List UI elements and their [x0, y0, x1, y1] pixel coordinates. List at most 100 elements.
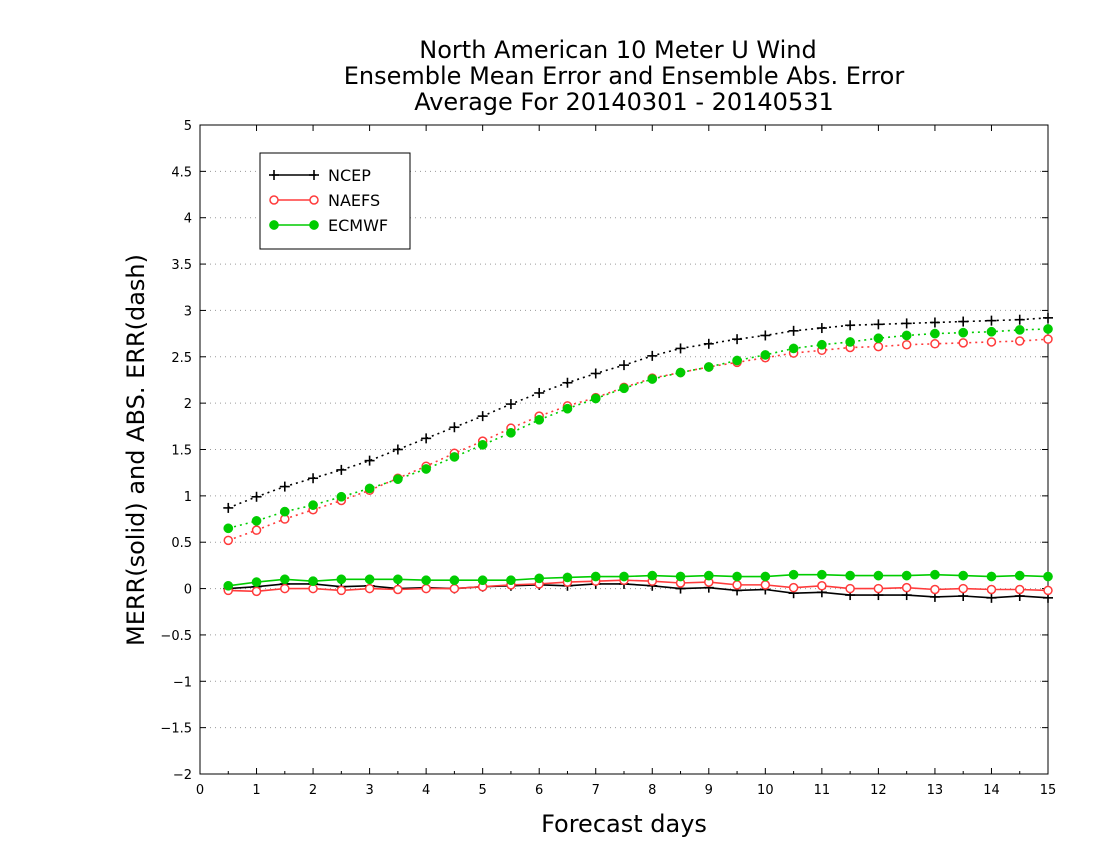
ecmwf-merr-point	[901, 570, 912, 581]
naefs-abs-err-point	[873, 341, 884, 352]
legend-label: ECMWF	[328, 216, 388, 235]
ecmwf-abs-err-point	[817, 339, 827, 350]
ncep-abs-err-point	[647, 350, 658, 361]
ecmwf-merr-point	[562, 572, 573, 583]
y-tick-label: 0.5	[171, 536, 192, 551]
naefs-merr-point	[817, 581, 827, 591]
x-tick-label: 10	[757, 783, 774, 798]
ncep-abs-err-point	[449, 422, 460, 433]
ncep-merr-point	[986, 592, 997, 603]
x-tick-label: 5	[479, 783, 487, 798]
ecmwf-merr-point	[845, 570, 855, 581]
x-tick-label: 15	[1040, 783, 1057, 798]
naefs-merr-point	[1014, 584, 1025, 595]
ecmwf-abs-err-point	[760, 350, 771, 360]
ecmwf-abs-err-point	[958, 327, 969, 338]
ecmwf-abs-err-point	[449, 452, 460, 462]
ecmwf-merr-point	[817, 569, 827, 580]
ecmwf-abs-err-point	[845, 337, 855, 347]
ncep-abs-err-point	[392, 444, 403, 455]
x-tick-label: 14	[983, 783, 1000, 798]
ecmwf-abs-err-point	[986, 326, 997, 337]
ecmwf-abs-err-point	[251, 516, 262, 526]
naefs-merr-point	[760, 580, 771, 590]
naefs-merr-point	[421, 583, 431, 594]
chart-title-line-2: Ensemble Mean Error and Ensemble Abs. Er…	[344, 62, 905, 90]
ecmwf-abs-err-point	[619, 383, 629, 394]
ecmwf-merr-point	[336, 574, 347, 585]
ncep-abs-err-point	[223, 502, 234, 513]
ecmwf-abs-err-point	[901, 330, 912, 341]
x-tick-label: 2	[309, 783, 317, 798]
legend-label: NAEFS	[328, 191, 380, 210]
x-tick-label: 4	[422, 783, 430, 798]
ncep-abs-err-point	[703, 338, 714, 349]
x-tick-label: 8	[648, 783, 656, 798]
ecmwf-merr-point	[930, 569, 940, 580]
ncep-abs-err-point	[619, 360, 629, 371]
y-tick-label: 1	[184, 490, 192, 505]
ecmwf-series	[223, 324, 1053, 591]
ecmwf-merr-point	[1043, 571, 1053, 582]
x-tick-label: 11	[814, 783, 831, 798]
legend-item-ncep: NCEP	[269, 166, 371, 185]
ncep-abs-err-point	[477, 411, 488, 422]
ecmwf-merr-point	[619, 571, 629, 582]
ncep-abs-err-point	[308, 473, 319, 484]
ncep-abs-err-point	[364, 455, 375, 466]
naefs-merr-point	[901, 582, 912, 593]
ecmwf-merr-point	[675, 571, 686, 582]
ncep-abs-err-point	[336, 464, 347, 475]
ecmwf-abs-err-point	[421, 464, 431, 474]
x-tick-label: 1	[252, 783, 260, 798]
naefs-abs-err-point	[223, 535, 234, 546]
chart-title: North American 10 Meter U Wind Ensemble …	[344, 36, 905, 116]
ncep-abs-err-point	[732, 334, 743, 345]
ncep-abs-err-point	[562, 377, 573, 388]
ncep-abs-err-point	[760, 330, 771, 341]
x-tick-label: 9	[705, 783, 713, 798]
y-tick-label: −1.5	[160, 722, 192, 737]
legend-marker	[269, 195, 279, 205]
ncep-abs-err-point	[788, 325, 799, 336]
x-tick-label: 6	[535, 783, 543, 798]
ecmwf-merr-point	[449, 575, 460, 586]
ncep-abs-err-point	[929, 317, 940, 328]
naefs-abs-err-line	[227, 338, 1049, 542]
naefs-merr-point	[1043, 585, 1053, 596]
y-tick-label: 0	[184, 583, 192, 598]
chart-title-line-1: North American 10 Meter U Wind	[419, 36, 816, 64]
ecmwf-abs-err-point	[590, 393, 601, 404]
ecmwf-abs-err-point	[703, 362, 714, 372]
legend-marker	[269, 170, 279, 180]
ecmwf-merr-point	[308, 576, 318, 587]
legend-box	[259, 152, 411, 250]
ecmwf-merr-point	[223, 580, 234, 591]
y-tick-label: 3.5	[171, 258, 192, 273]
ecmwf-abs-err-point	[647, 374, 658, 384]
ncep-abs-err-point	[1014, 314, 1025, 325]
legend-item-naefs: NAEFS	[269, 191, 380, 210]
ecmwf-merr-point	[732, 571, 742, 582]
ncep-abs-err-point	[279, 481, 290, 492]
ecmwf-abs-err-point	[279, 506, 290, 517]
ecmwf-merr-point	[1014, 570, 1025, 581]
y-tick-label: 4.5	[171, 165, 192, 180]
naefs-merr-point	[930, 584, 940, 595]
legend-marker	[309, 195, 319, 205]
ecmwf-merr-point	[958, 570, 969, 581]
ecmwf-abs-err-point	[393, 474, 403, 485]
y-tick-label: 1.5	[171, 444, 192, 459]
ecmwf-merr-point	[279, 574, 290, 585]
x-axis-title: Forecast days	[541, 810, 707, 838]
ecmwf-abs-err-point	[534, 414, 545, 425]
ecmwf-merr-point	[788, 569, 799, 580]
legend-marker	[309, 220, 319, 230]
naefs-merr-point	[393, 584, 403, 595]
y-tick-label: 4	[184, 212, 192, 227]
ecmwf-abs-err-point	[1014, 325, 1025, 335]
x-tick-label: 7	[592, 783, 600, 798]
ncep-merr-line	[228, 583, 1049, 599]
x-tick-label: 12	[870, 783, 887, 798]
